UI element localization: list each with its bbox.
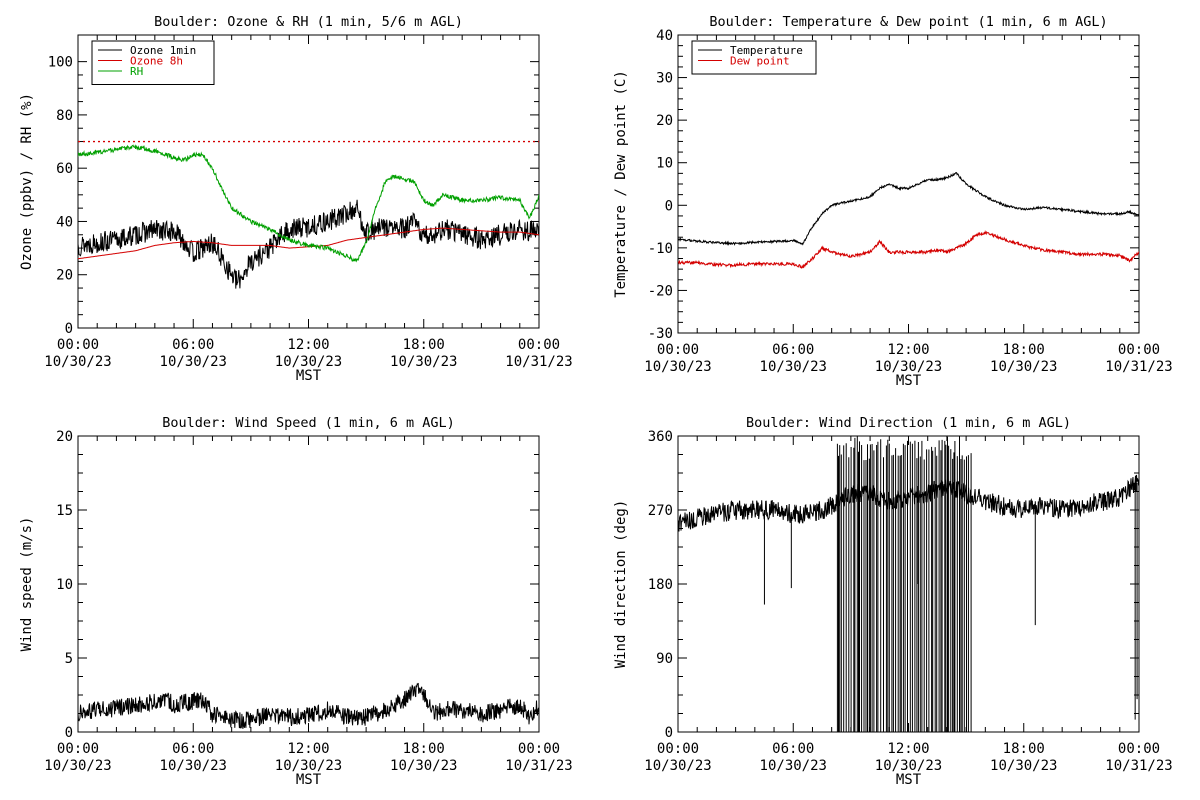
y-tick-label: -20 [648, 283, 673, 299]
x-tick-time: 12:00 [287, 337, 329, 353]
legend-label: Ozone 8h [130, 55, 183, 68]
y-tick-label: 40 [56, 214, 73, 230]
y-tick-label: 20 [656, 113, 673, 129]
legend-label: Dew point [730, 55, 790, 68]
legend-label: Temperature [730, 44, 803, 57]
x-tick-time: 00:00 [518, 741, 560, 757]
x-tick-time: 06:00 [772, 741, 814, 757]
legend-label: Ozone 1min [130, 44, 196, 57]
wrap-spikes [836, 436, 972, 732]
ozone-rh-panel: Boulder: Ozone & RH (1 min, 5/6 m AGL) 0 2… [19, 14, 573, 384]
x-tick-time: 18:00 [1003, 741, 1045, 757]
x-tick-time: 00:00 [657, 342, 699, 358]
x-tick-time: 00:00 [57, 337, 99, 353]
x-tick-date: 10/31/23 [505, 758, 572, 774]
y-tick-label: 10 [56, 577, 73, 593]
x-tick-date: 10/30/23 [275, 354, 342, 370]
chart-title: Boulder: Wind Direction (1 min, 6 m AGL) [746, 415, 1071, 431]
x-tick-date: 10/30/23 [44, 354, 111, 370]
x-tick-time: 12:00 [887, 342, 929, 358]
series-line [78, 199, 539, 289]
y-tick-label: 15 [56, 503, 73, 519]
y-tick-label: 80 [56, 108, 73, 124]
x-axis-label: MST [896, 772, 922, 788]
x-tick-date: 10/30/23 [875, 758, 942, 774]
y-tick-label: 0 [65, 321, 73, 337]
y-axis-label: Wind speed (m/s) [19, 517, 35, 652]
y-tick-label: 30 [656, 71, 673, 87]
chart-title: Boulder: Wind Speed (1 min, 6 m AGL) [162, 415, 455, 431]
x-axis-label: MST [896, 373, 922, 389]
y-tick-label: 20 [56, 268, 73, 284]
legend-label: RH [130, 65, 143, 78]
x-tick-time: 00:00 [518, 337, 560, 353]
x-tick-date: 10/30/23 [644, 359, 711, 375]
x-tick-time: 18:00 [403, 741, 445, 757]
x-tick-date: 10/31/23 [1105, 359, 1172, 375]
x-tick-date: 10/30/23 [390, 354, 457, 370]
y-tick-label: -30 [648, 326, 673, 342]
x-tick-date: 10/30/23 [390, 758, 457, 774]
y-axis-label: Ozone (ppbv) / RH (%) [19, 93, 35, 270]
x-tick-time: 00:00 [657, 741, 699, 757]
x-tick-date: 10/30/23 [990, 758, 1057, 774]
plot-frame [677, 34, 1140, 334]
chart-title: Boulder: Temperature & Dew point (1 min,… [709, 14, 1107, 30]
y-axis-label: Wind direction (deg) [613, 500, 629, 669]
y-tick-label: 0 [65, 725, 73, 741]
legend-box [691, 40, 817, 75]
y-tick-label: 10 [656, 156, 673, 172]
y-tick-label: 5 [65, 651, 73, 667]
chart-title: Boulder: Ozone & RH (1 min, 5/6 m AGL) [154, 14, 463, 30]
x-tick-time: 00:00 [1118, 342, 1160, 358]
x-tick-date: 10/30/23 [644, 758, 711, 774]
x-tick-time: 00:00 [1118, 741, 1160, 757]
x-tick-time: 06:00 [172, 741, 214, 757]
plot-frame [677, 435, 1140, 733]
y-tick-label: 180 [648, 577, 673, 593]
y-tick-label: 0 [665, 198, 673, 214]
x-tick-date: 10/31/23 [505, 354, 572, 370]
x-tick-date: 10/30/23 [160, 354, 227, 370]
y-axis-label: Temperature / Dew point (C) [613, 70, 629, 298]
x-tick-time: 18:00 [403, 337, 445, 353]
x-tick-time: 06:00 [172, 337, 214, 353]
wind-speed-panel: Boulder: Wind Speed (1 min, 6 m AGL) 0 5 10… [19, 415, 573, 788]
series-line [678, 474, 1139, 532]
y-tick-label: 0 [665, 725, 673, 741]
x-tick-time: 06:00 [772, 342, 814, 358]
x-tick-date: 10/30/23 [760, 758, 827, 774]
x-tick-time: 12:00 [287, 741, 329, 757]
x-tick-date: 10/30/23 [990, 359, 1057, 375]
y-tick-label: 270 [648, 503, 673, 519]
x-tick-time: 00:00 [57, 741, 99, 757]
x-tick-date: 10/31/23 [1105, 758, 1172, 774]
y-tick-label: 100 [48, 55, 73, 71]
y-tick-label: 90 [656, 651, 673, 667]
x-axis-label: MST [296, 772, 322, 788]
x-tick-time: 18:00 [1003, 342, 1045, 358]
plot-frame [77, 435, 540, 733]
y-tick-label: 40 [656, 28, 673, 44]
y-tick-label: 360 [648, 429, 673, 445]
legend-box [91, 40, 215, 85]
x-tick-date: 10/30/23 [44, 758, 111, 774]
x-tick-date: 10/30/23 [760, 359, 827, 375]
series-line [678, 171, 1139, 246]
series-line [78, 144, 539, 263]
y-tick-label: 20 [56, 429, 73, 445]
x-axis-label: MST [296, 368, 322, 384]
x-tick-date: 10/30/23 [275, 758, 342, 774]
x-tick-date: 10/30/23 [160, 758, 227, 774]
x-tick-date: 10/30/23 [875, 359, 942, 375]
y-tick-label: -10 [648, 241, 673, 257]
temperature-dewpoint-panel: Boulder: Temperature & Dew point (1 min,… [613, 14, 1173, 389]
y-tick-label: 60 [56, 161, 73, 177]
series-line [78, 682, 539, 729]
series-line [678, 229, 1139, 269]
wind-direction-panel: Boulder: Wind Direction (1 min, 6 m AGL)… [613, 415, 1173, 788]
x-tick-time: 12:00 [887, 741, 929, 757]
